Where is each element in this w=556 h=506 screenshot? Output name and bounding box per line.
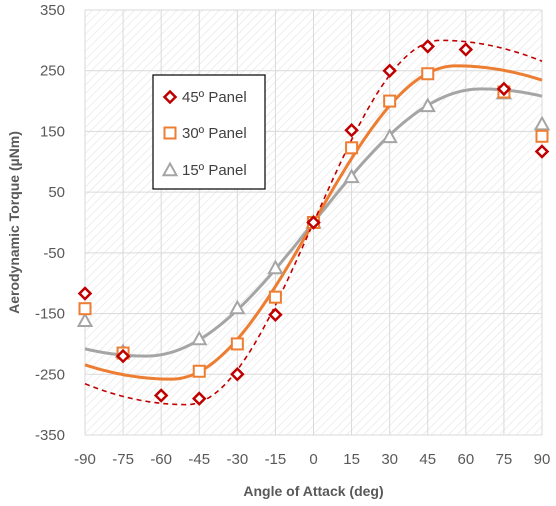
x-tick-label: -45 (188, 451, 210, 468)
triangle-marker (533, 115, 551, 131)
diamond-marker (230, 367, 245, 382)
triangle-marker (76, 312, 94, 328)
x-axis-ticks: -90 -75 -60 -45 -30 -15 0 15 30 45 60 75 90 (74, 451, 550, 468)
y-axis-ticks: -350 -250 -150 -50 50 150 250 350 (35, 2, 65, 444)
diamond-marker (420, 39, 436, 54)
legend-label: 15º Panel (182, 162, 247, 179)
x-axis-title: Angle of Attack (deg) (243, 483, 383, 499)
square-marker (535, 129, 549, 143)
x-tick-label: -75 (112, 451, 134, 468)
diamond-marker (191, 391, 207, 406)
x-tick-label: -15 (265, 451, 287, 468)
y-tick-label: 50 (48, 184, 65, 201)
y-tick-label: -50 (43, 245, 65, 262)
x-tick-label: -90 (74, 451, 96, 468)
square-marker (345, 141, 359, 155)
y-axis-title: Aerodynamic Torque (µNm) (6, 131, 22, 314)
square-marker (268, 290, 282, 304)
y-tick-label: 350 (40, 2, 65, 19)
square-marker (163, 126, 177, 140)
x-tick-label: 90 (534, 451, 551, 468)
legend-label: 45º Panel (182, 89, 247, 106)
triangle-marker (229, 299, 246, 315)
triangle-marker (343, 168, 360, 184)
triangle-marker (267, 259, 284, 275)
diamond-marker (458, 42, 474, 57)
diamond-marker (162, 89, 178, 105)
diamond-marker (268, 307, 283, 323)
x-tick-label: -60 (150, 451, 172, 468)
diamond-marker (153, 388, 169, 403)
y-tick-label: 150 (40, 123, 65, 140)
square-marker (192, 364, 206, 378)
triangle-marker (161, 161, 179, 177)
diamond-marker (382, 63, 397, 78)
diamond-marker (534, 144, 550, 159)
triangle-marker (381, 128, 398, 144)
square-marker (421, 67, 435, 81)
legend-label: 30º Panel (182, 125, 247, 142)
y-tick-label: -250 (35, 366, 65, 383)
x-tick-label: 30 (381, 451, 398, 468)
x-tick-label: 0 (309, 451, 317, 468)
diamond-marker (496, 81, 512, 97)
x-tick-label: 45 (419, 451, 436, 468)
diamond-marker (77, 286, 93, 301)
data-markers (76, 39, 551, 406)
triangle-marker (191, 330, 208, 346)
diamond-marker (115, 348, 131, 364)
x-tick-label: 60 (457, 451, 474, 468)
x-tick-label: 15 (343, 451, 360, 468)
diamond-marker (306, 215, 321, 230)
x-tick-label: 75 (496, 451, 513, 468)
y-tick-label: -150 (35, 306, 65, 323)
diamond-marker (344, 122, 359, 138)
square-marker (78, 302, 92, 316)
square-marker (383, 94, 397, 108)
y-tick-label: 250 (40, 63, 65, 80)
x-tick-label: -30 (226, 451, 248, 468)
square-marker (230, 337, 244, 351)
legend: 45º Panel 30º Panel 15º Panel (152, 74, 266, 190)
triangle-marker (419, 97, 436, 113)
y-tick-label: -350 (35, 427, 65, 444)
